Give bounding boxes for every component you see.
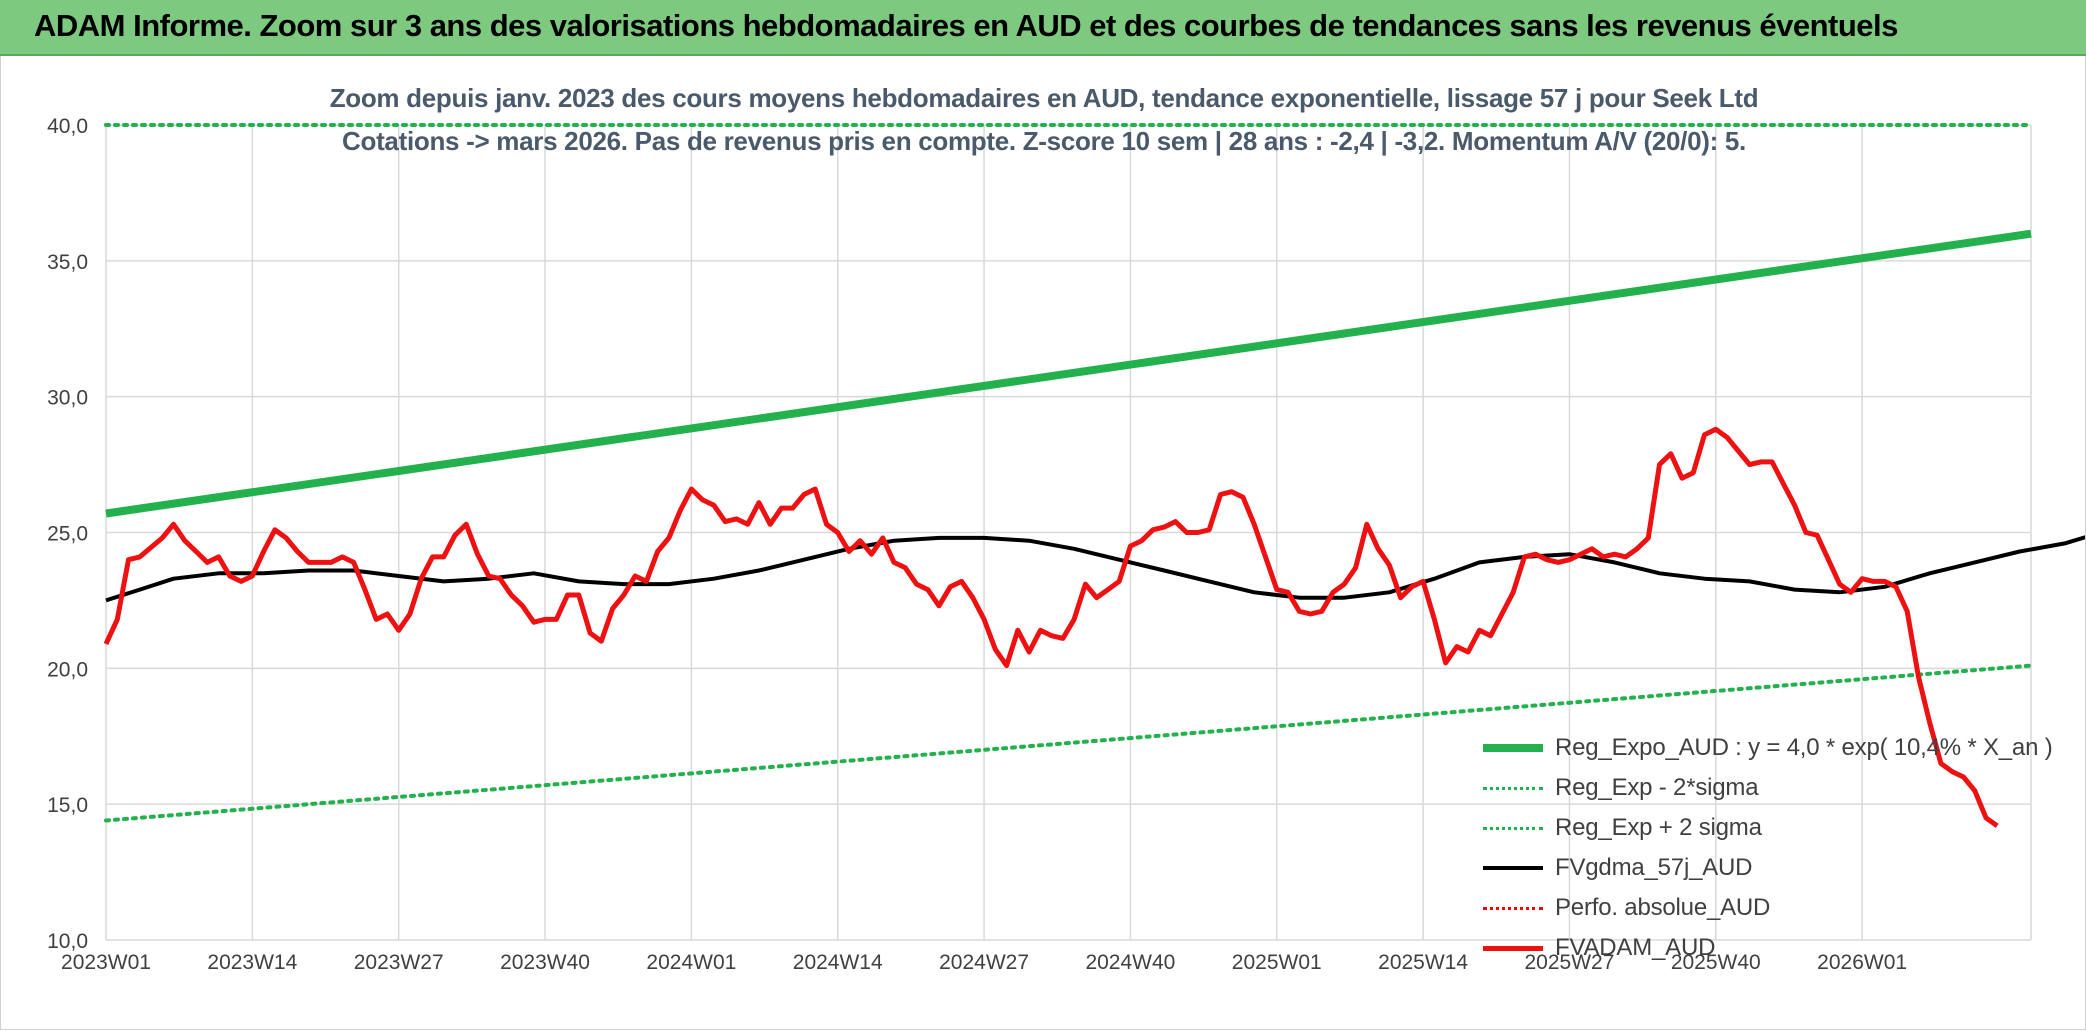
series-line-fvadam-aud bbox=[103, 426, 1999, 828]
y-tick-label: 25,0 bbox=[47, 523, 88, 546]
x-tick-label: 2025W40 bbox=[1671, 951, 1761, 974]
chart-legend: Reg_Expo_AUD : y = 4,0 * exp( 10,4% * X_… bbox=[1483, 728, 2053, 968]
legend-swatch bbox=[1483, 786, 1543, 790]
legend-swatch bbox=[1483, 945, 1543, 951]
line-chart: 10,0 15,0 20,0 25,0 30,0 35,0 40,0 2023W01 2023W… bbox=[47, 115, 2085, 974]
x-tick-label: 2024W14 bbox=[793, 951, 883, 974]
x-tick-label: 2024W27 bbox=[939, 951, 1029, 974]
legend-swatch bbox=[1483, 744, 1543, 752]
series-line-reg-expo-aud bbox=[105, 229, 2032, 518]
legend-entry: Perfo. absolue_AUD bbox=[1483, 888, 2053, 928]
y-tick-label: 15,0 bbox=[47, 794, 88, 817]
x-tick-label: 2024W01 bbox=[646, 951, 736, 974]
legend-entry: Reg_Exp + 2 sigma bbox=[1483, 808, 2053, 848]
legend-entry: Reg_Expo_AUD : y = 4,0 * exp( 10,4% * X_… bbox=[1483, 728, 2053, 768]
chart-frame: 10,0 15,0 20,0 25,0 30,0 35,0 40,0 2023W01 2023W… bbox=[0, 56, 2086, 1030]
x-tick-label: 2023W40 bbox=[500, 951, 590, 974]
series-line-reg-exp bbox=[104, 663, 2033, 823]
legend-label: Reg_Expo_AUD : y = 4,0 * exp( 10,4% * X_… bbox=[1555, 734, 2053, 761]
report-banner: ADAM Informe. Zoom sur 3 ans des valoris… bbox=[0, 0, 2086, 56]
y-tick-label: 10,0 bbox=[47, 930, 88, 953]
legend-label: Perfo. absolue_AUD bbox=[1555, 894, 1771, 921]
legend-entry: FVgdma_57j_AUD bbox=[1483, 848, 2053, 888]
legend-entry: FVADAM_AUD bbox=[1483, 928, 2053, 968]
series-line-fvgdma-57j-aud bbox=[105, 535, 2085, 603]
chart-title-line-1: Zoom depuis janv. 2023 des cours moyens … bbox=[329, 83, 1759, 113]
x-tick-label: 2026W01 bbox=[1817, 951, 1907, 974]
legend-label: FVgdma_57j_AUD bbox=[1555, 854, 1753, 881]
x-tick-label: 2024W40 bbox=[1085, 951, 1175, 974]
x-tick-label: 2023W14 bbox=[207, 951, 297, 974]
report-title: ADAM Informe. Zoom sur 3 ans des valoris… bbox=[34, 8, 1898, 43]
legend-label: Reg_Exp + 2 sigma bbox=[1555, 814, 1762, 841]
legend-swatch bbox=[1483, 826, 1543, 830]
y-tick-label: 30,0 bbox=[47, 387, 88, 410]
legend-label: Reg_Exp - 2*sigma bbox=[1555, 774, 1759, 801]
y-tick-label: 35,0 bbox=[47, 251, 88, 274]
x-tick-label: 2023W27 bbox=[354, 951, 444, 974]
x-tick-label: 2025W01 bbox=[1232, 951, 1322, 974]
legend-label: FVADAM_AUD bbox=[1555, 934, 1716, 961]
x-tick-label: 2023W01 bbox=[61, 951, 151, 974]
legend-entry: Reg_Exp - 2*sigma bbox=[1483, 768, 2053, 808]
x-tick-label: 2025W14 bbox=[1378, 951, 1468, 974]
y-tick-label: 20,0 bbox=[47, 658, 88, 681]
legend-swatch bbox=[1483, 866, 1543, 870]
chart-title-line-2: Cotations -> mars 2026. Pas de revenus p… bbox=[342, 126, 1746, 156]
legend-swatch bbox=[1483, 906, 1543, 910]
x-tick-label: 2025W27 bbox=[1524, 951, 1614, 974]
y-tick-label: 40,0 bbox=[47, 115, 88, 138]
